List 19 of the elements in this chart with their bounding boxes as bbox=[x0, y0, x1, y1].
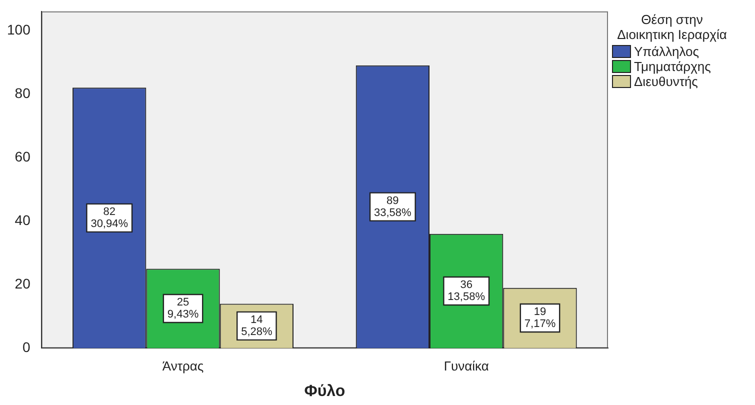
x-axis-title: Φύλο bbox=[304, 382, 346, 400]
y-tick-label: 20 bbox=[14, 276, 31, 292]
y-tick-label: 80 bbox=[14, 84, 31, 101]
data-label: 36 13,58% bbox=[448, 279, 486, 304]
data-label: 89 33,58% bbox=[374, 194, 412, 219]
data-label: 25 9,43% bbox=[167, 296, 199, 321]
legend-title: Θέση στην Διοικητικη Ιεραρχία bbox=[616, 12, 728, 42]
data-label: 82 30,94% bbox=[90, 206, 128, 230]
x-tick-label: Άντρας bbox=[162, 358, 204, 374]
y-tick-label: 0 bbox=[22, 339, 31, 356]
y-tick-label: 100 bbox=[7, 21, 31, 38]
legend-label: Υπάλληλος bbox=[634, 44, 699, 59]
y-tick-label: 40 bbox=[14, 212, 31, 228]
data-label: 14 5,28% bbox=[241, 314, 272, 338]
x-tick-label: Γυναίκα bbox=[444, 358, 490, 374]
y-tick-label: 60 bbox=[14, 148, 31, 164]
data-label: 19 7,17% bbox=[524, 306, 556, 330]
legend-label: Τμηματάρχης bbox=[634, 59, 711, 74]
legend-label: Διευθυντής bbox=[634, 74, 698, 89]
